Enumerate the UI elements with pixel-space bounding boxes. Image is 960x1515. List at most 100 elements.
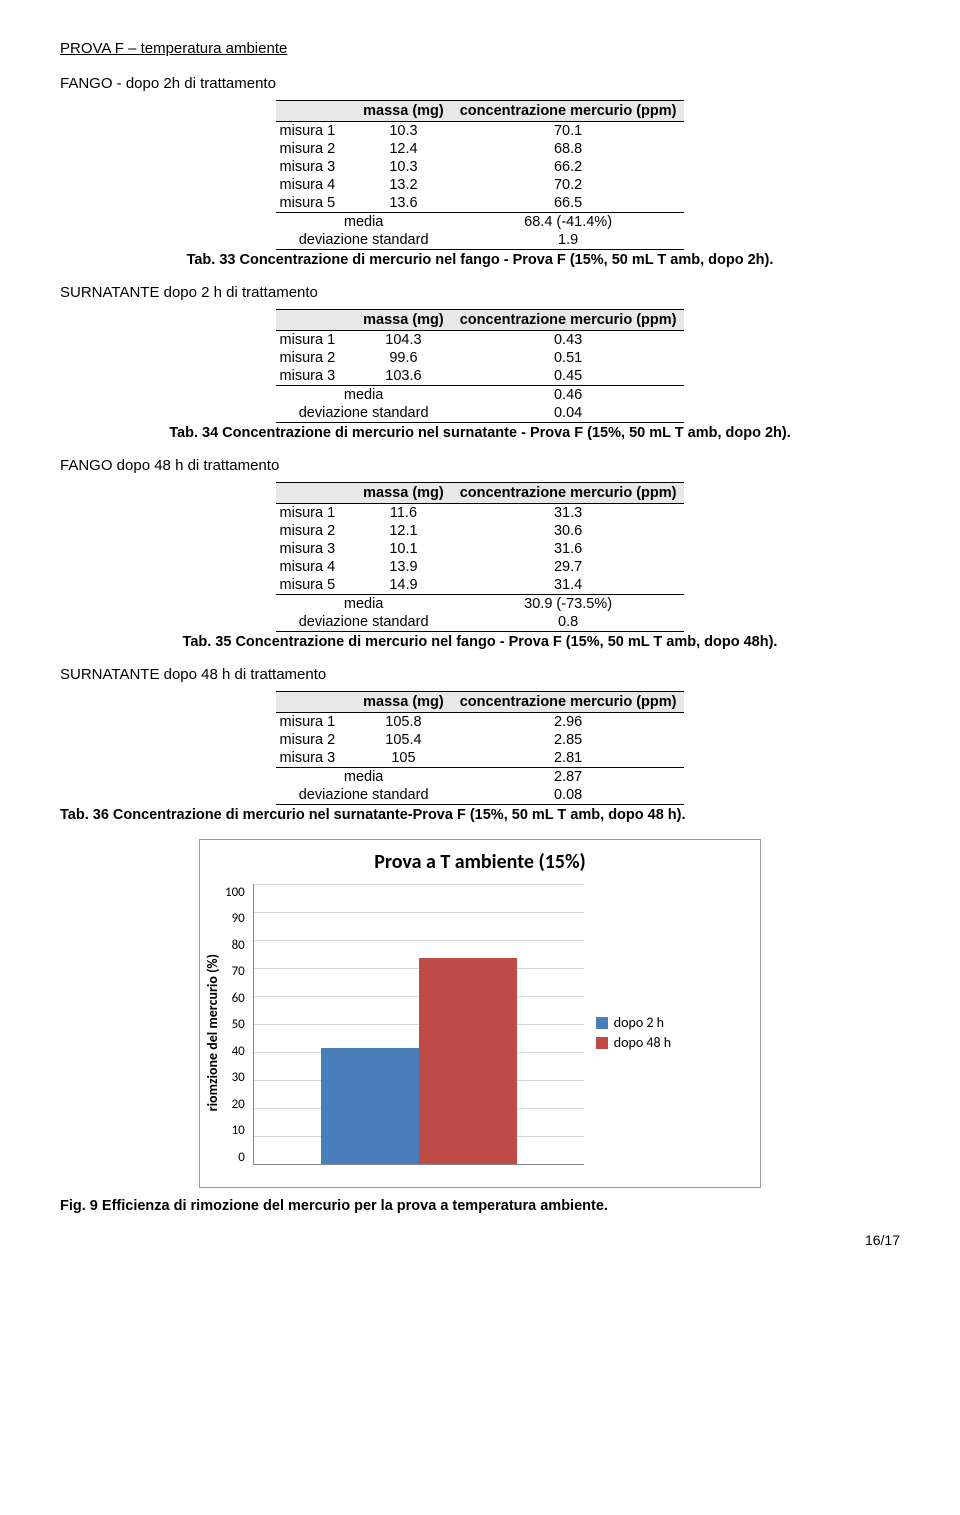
table-row-dev: deviazione standard1.9 [276, 231, 685, 250]
cell-mass: 12.4 [355, 140, 452, 158]
cell-mass: 10.3 [355, 122, 452, 141]
cell-conc: 66.5 [452, 194, 685, 213]
table-row: misura 31052.81 [276, 749, 685, 768]
cell-mass: 10.3 [355, 158, 452, 176]
table-caption-35: Tab. 35 Concentrazione di mercurio nel f… [60, 634, 900, 650]
cell-conc: 70.1 [452, 122, 685, 141]
cell-conc: 2.85 [452, 731, 685, 749]
cell-conc: 0.43 [452, 331, 685, 350]
cell-mass: 103.6 [355, 367, 452, 386]
cell-mass: 12.1 [355, 522, 452, 540]
cell-conc: 29.7 [452, 558, 685, 576]
y-tick: 60 [225, 991, 245, 1006]
table-row: misura 212.468.8 [276, 140, 685, 158]
cell-conc: 2.96 [452, 713, 685, 732]
table-row: misura 413.929.7 [276, 558, 685, 576]
col-blank [276, 101, 356, 122]
bar-series-1 [419, 958, 517, 1164]
cell-mass: 14.9 [355, 576, 452, 595]
table-header: massa (mg) concentrazione mercurio (ppm) [276, 310, 685, 331]
table-35: massa (mg) concentrazione mercurio (ppm)… [276, 482, 685, 632]
gridline [254, 912, 584, 913]
media-label: media [276, 768, 452, 787]
section-label-3: FANGO dopo 48 h di trattamento [60, 457, 900, 474]
media-value: 2.87 [452, 768, 685, 787]
dev-value: 0.04 [452, 404, 685, 423]
table-row: misura 111.631.3 [276, 504, 685, 523]
row-label: misura 5 [276, 576, 356, 595]
section-label-4: SURNATANTE dopo 48 h di trattamento [60, 666, 900, 683]
cell-mass: 99.6 [355, 349, 452, 367]
row-label: misura 2 [276, 731, 356, 749]
table-caption-33: Tab. 33 Concentrazione di mercurio nel f… [60, 252, 900, 268]
cell-conc: 0.51 [452, 349, 685, 367]
table-row-media: media68.4 (-41.4%) [276, 213, 685, 232]
figure-caption: Fig. 9 Efficienza di rimozione del mercu… [60, 1198, 900, 1214]
table-header: massa (mg) concentrazione mercurio (ppm) [276, 483, 685, 504]
y-tick: 0 [225, 1150, 245, 1165]
row-label: misura 3 [276, 540, 356, 558]
row-label: misura 1 [276, 504, 356, 523]
col-conc: concentrazione mercurio (ppm) [452, 101, 685, 122]
section-label-2: SURNATANTE dopo 2 h di trattamento [60, 284, 900, 301]
table-row-media: media0.46 [276, 386, 685, 405]
cell-conc: 30.6 [452, 522, 685, 540]
table-row: misura 413.270.2 [276, 176, 685, 194]
table-header: massa (mg) concentrazione mercurio (ppm) [276, 101, 685, 122]
cell-mass: 105 [355, 749, 452, 768]
dev-value: 1.9 [452, 231, 685, 250]
legend-label: dopo 48 h [614, 1034, 671, 1051]
legend-swatch [596, 1037, 608, 1049]
row-label: misura 3 [276, 749, 356, 768]
row-label: misura 2 [276, 522, 356, 540]
table-36: massa (mg) concentrazione mercurio (ppm)… [276, 691, 685, 805]
table-row: misura 212.130.6 [276, 522, 685, 540]
cell-mass: 105.8 [355, 713, 452, 732]
y-tick: 40 [225, 1044, 245, 1059]
table-row-dev: deviazione standard0.04 [276, 404, 685, 423]
media-value: 68.4 (-41.4%) [452, 213, 685, 232]
table-row-dev: deviazione standard0.8 [276, 613, 685, 632]
y-tick-labels: 1009080706050403020100 [225, 885, 245, 1165]
table-caption-36: Tab. 36 Concentrazione di mercurio nel s… [60, 807, 900, 823]
col-blank [276, 692, 356, 713]
table-row: misura 299.60.51 [276, 349, 685, 367]
page-title: PROVA F – temperatura ambiente [60, 40, 900, 57]
table-row: misura 1105.82.96 [276, 713, 685, 732]
row-label: misura 4 [276, 558, 356, 576]
chart-legend: dopo 2 hdopo 48 h [588, 1011, 685, 1054]
y-tick: 100 [225, 885, 245, 900]
table-row-media: media2.87 [276, 768, 685, 787]
col-conc: concentrazione mercurio (ppm) [452, 483, 685, 504]
y-tick: 90 [225, 911, 245, 926]
row-label: misura 3 [276, 367, 356, 386]
table-row: misura 110.370.1 [276, 122, 685, 141]
bar-chart: Prova a T ambiente (15%) riomzione del m… [199, 839, 761, 1188]
table-row: misura 3103.60.45 [276, 367, 685, 386]
col-mass: massa (mg) [355, 310, 452, 331]
y-tick: 30 [225, 1070, 245, 1085]
row-label: misura 1 [276, 713, 356, 732]
row-label: misura 1 [276, 122, 356, 141]
section-label-1: FANGO - dopo 2h di trattamento [60, 75, 900, 92]
dev-label: deviazione standard [276, 613, 452, 632]
row-label: misura 3 [276, 158, 356, 176]
dev-label: deviazione standard [276, 231, 452, 250]
table-row-media: media30.9 (-73.5%) [276, 595, 685, 614]
cell-mass: 11.6 [355, 504, 452, 523]
table-row: misura 1104.30.43 [276, 331, 685, 350]
cell-conc: 31.4 [452, 576, 685, 595]
dev-value: 0.08 [452, 786, 685, 805]
cell-conc: 2.81 [452, 749, 685, 768]
col-conc: concentrazione mercurio (ppm) [452, 692, 685, 713]
col-blank [276, 310, 356, 331]
col-mass: massa (mg) [355, 483, 452, 504]
y-tick: 50 [225, 1017, 245, 1032]
table-row: misura 514.931.4 [276, 576, 685, 595]
chart-title: Prova a T ambiente (15%) [200, 840, 760, 878]
dev-label: deviazione standard [276, 786, 452, 805]
col-mass: massa (mg) [355, 692, 452, 713]
table-row: misura 310.131.6 [276, 540, 685, 558]
y-tick: 10 [225, 1123, 245, 1138]
cell-mass: 10.1 [355, 540, 452, 558]
